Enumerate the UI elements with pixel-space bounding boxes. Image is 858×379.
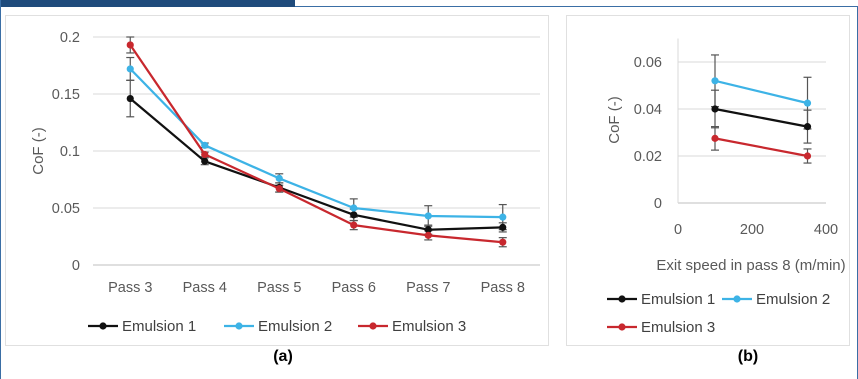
series-2 (711, 77, 812, 107)
y-tick-label: 0.02 (634, 149, 662, 165)
category-label: Pass 7 (406, 280, 450, 296)
legend-label: Emulsion 2 (258, 318, 332, 335)
panel-label: (a) (273, 348, 293, 365)
data-point (499, 238, 507, 246)
category-label: Pass 8 (481, 280, 525, 296)
legend: Emulsion 1 Emulsion 2 Emulsion 3 (607, 291, 830, 336)
chart-b: CoF (-) Exit speed in pass 8 (m/min) (b)… (566, 15, 850, 365)
series-line (129, 68, 503, 219)
data-point (350, 221, 358, 229)
series-3 (126, 41, 507, 246)
y-tick-label: 0.15 (52, 87, 80, 103)
legend-label: Emulsion 3 (641, 319, 715, 336)
category-label: Pass 6 (332, 280, 376, 296)
data-point (201, 141, 209, 149)
y-tick-label: 0.05 (52, 201, 80, 217)
y-tick-label: 0.2 (60, 30, 80, 46)
legend-entry: Emulsion 1 (88, 318, 196, 335)
data-point (275, 174, 283, 182)
series-line (714, 137, 808, 158)
x-axis-title: Exit speed in pass 8 (m/min) (656, 257, 845, 274)
data-point (803, 99, 812, 107)
data-point (126, 94, 134, 103)
y-tick-label: 0 (72, 258, 80, 274)
legend-swatch-marker (369, 322, 377, 330)
data-point (126, 41, 134, 49)
y-tick-label: 0.04 (634, 102, 662, 118)
x-tick-label: 200 (740, 222, 764, 238)
legend-entry: Emulsion 1 (607, 291, 715, 308)
x-tick-label: 400 (814, 222, 838, 238)
category-label: Pass 3 (108, 280, 152, 296)
data-point (499, 223, 507, 231)
data-point (201, 150, 209, 159)
data-point (803, 152, 812, 160)
data-point (803, 123, 812, 131)
data-point (499, 213, 507, 221)
legend-swatch-marker (618, 295, 626, 303)
series-line (129, 97, 503, 231)
series-1 (711, 105, 812, 131)
legend-entry: Emulsion 2 (722, 291, 830, 308)
header-bar (0, 0, 295, 7)
data-point (424, 226, 432, 234)
legend-swatch-marker (99, 322, 107, 330)
series-3 (711, 134, 812, 160)
y-tick-label: 0.06 (634, 55, 662, 71)
data-point (711, 105, 719, 113)
legend-label: Emulsion 3 (392, 318, 466, 335)
legend-label: Emulsion 1 (641, 291, 715, 308)
chart-a: CoF (-) (a) 0 0.05 0.1 0.15 0.2 Pass 3 Pass 4 P… (5, 15, 549, 365)
chart-b-border (566, 15, 850, 346)
legend-label: Emulsion 2 (756, 291, 830, 308)
data-point (275, 185, 283, 193)
data-point (711, 77, 719, 85)
chart-a-border (5, 15, 549, 346)
category-label: Pass 4 (183, 280, 227, 296)
y-axis-title: CoF (-) (606, 96, 623, 144)
data-point (424, 231, 432, 239)
data-point (424, 212, 432, 220)
legend-swatch-marker (618, 323, 626, 331)
data-point (350, 211, 358, 219)
legend-swatch-marker (235, 322, 243, 330)
x-tick-label: 0 (674, 222, 682, 238)
data-point (350, 204, 358, 212)
series-line (714, 79, 808, 105)
gridlines (677, 38, 826, 204)
data-point (201, 157, 209, 165)
data-point (126, 65, 134, 73)
legend-entry: Emulsion 3 (607, 319, 715, 336)
y-axis-title: CoF (-) (30, 127, 47, 175)
legend-entry: Emulsion 2 (224, 318, 332, 335)
series-line (714, 107, 808, 128)
panel-label: (b) (738, 348, 758, 365)
y-tick-label: 0 (654, 196, 662, 212)
data-point (711, 134, 719, 142)
y-tick-label: 0.1 (60, 144, 80, 160)
legend: Emulsion 1 Emulsion 2 Emulsion 3 (88, 318, 466, 335)
series-line (129, 44, 503, 244)
legend-entry: Emulsion 3 (358, 318, 466, 335)
legend-swatch-marker (733, 295, 741, 303)
legend-label: Emulsion 1 (122, 318, 196, 335)
series-2 (126, 65, 507, 221)
category-label: Pass 5 (257, 280, 301, 296)
